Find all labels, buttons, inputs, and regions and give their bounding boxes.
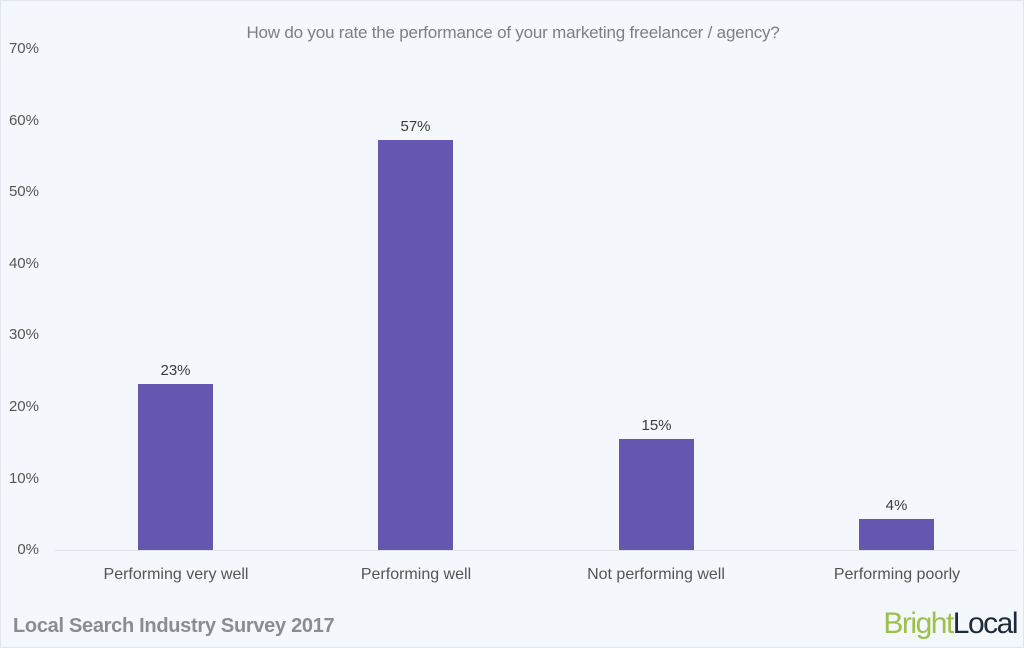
y-tick-30: 30% [8, 326, 39, 343]
y-tick-0: 0% [17, 541, 39, 558]
x-label-not-performing-well: Not performing well [587, 566, 725, 583]
brightlocal-logo: BrightLocal [883, 607, 1019, 641]
bar-value-label: 15% [641, 417, 672, 434]
x-label-performing-poorly: Performing poorly [833, 566, 961, 583]
y-tick-50: 50% [8, 183, 39, 200]
bar-performing-very-well [138, 384, 213, 550]
y-tick-10: 10% [8, 470, 39, 487]
x-axis-line [55, 550, 1017, 551]
y-tick-40: 40% [8, 255, 39, 272]
x-label-performing-very-well: Performing very well [103, 566, 249, 583]
bar-not-performing-well [619, 439, 694, 550]
bar-performing-well [378, 140, 453, 550]
bar-value-label: 23% [160, 362, 191, 379]
bar-value-label: 4% [885, 497, 908, 514]
y-tick-20: 20% [8, 398, 39, 415]
survey-source: Local Search Industry Survey 2017 [13, 615, 335, 637]
brand-part-local: Local [952, 607, 1019, 640]
bar-value-label: 57% [400, 118, 431, 135]
y-tick-70: 70% [8, 40, 39, 57]
brand-part-bright: Bright [883, 607, 954, 640]
chart-title: How do you rate the performance of your … [246, 23, 780, 42]
y-tick-60: 60% [8, 112, 39, 129]
bar-performing-poorly [859, 519, 934, 550]
x-label-performing-well: Performing well [360, 566, 472, 583]
